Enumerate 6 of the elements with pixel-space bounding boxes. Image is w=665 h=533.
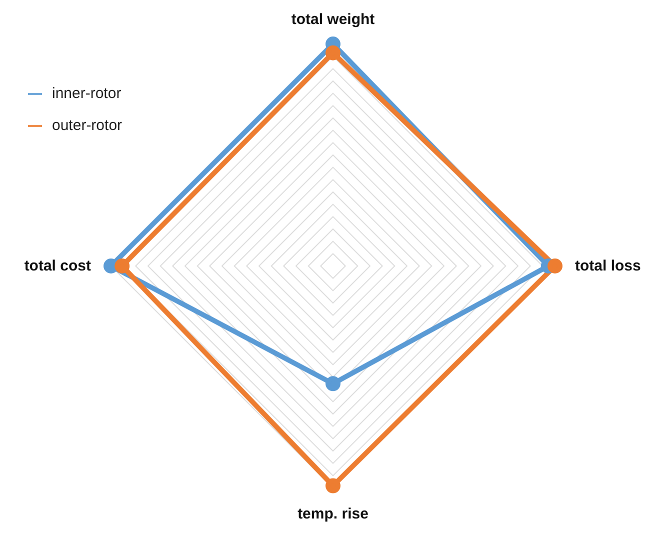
spoke-label: total cost (24, 258, 91, 274)
spoke-label: total loss (575, 258, 641, 274)
legend-label: outer-rotor (52, 117, 122, 134)
spoke-label: total weight (291, 11, 375, 28)
legend-label: inner-rotor (52, 85, 122, 102)
spoke-label: temp. rise (298, 505, 368, 522)
